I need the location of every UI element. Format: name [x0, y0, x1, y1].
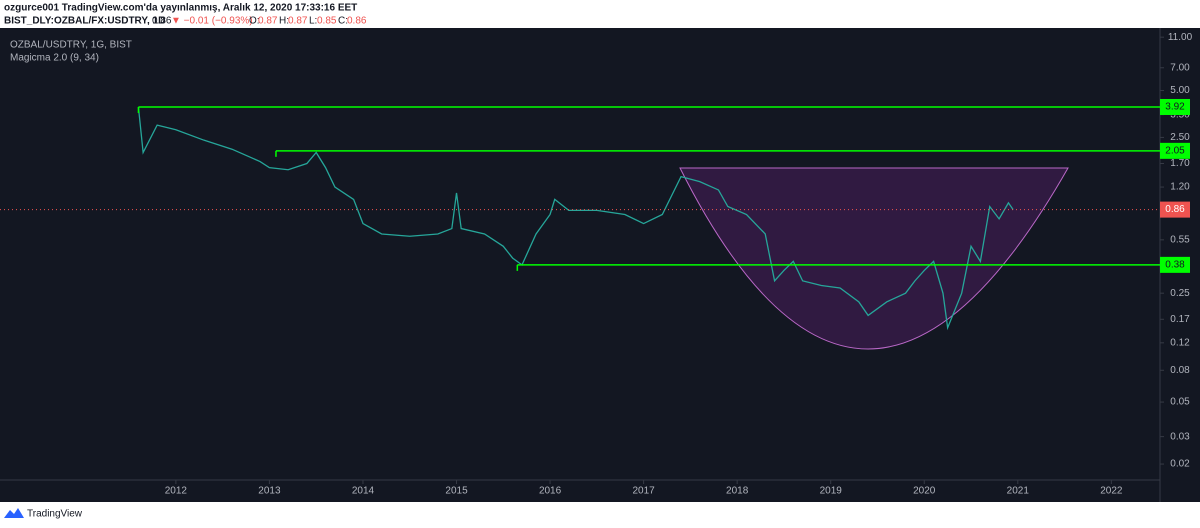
level-box: [1160, 98, 1190, 115]
high-label: H:: [279, 16, 289, 27]
level-label: 3.92: [1165, 102, 1185, 113]
cup-pattern: [679, 167, 1069, 350]
level-box: [1160, 142, 1190, 159]
x-tick-label: 2014: [352, 486, 375, 497]
x-tick-label: 2012: [165, 486, 188, 497]
y-tick-label: 0.08: [1170, 365, 1190, 376]
x-tick-label: 2019: [820, 486, 843, 497]
publisher: ozgurce001 TradingView.com'da yayınlanmı…: [4, 3, 357, 14]
low: 0.85: [317, 16, 337, 27]
level-label: 0.38: [1165, 260, 1185, 271]
close: 0.86: [347, 16, 367, 27]
y-tick-label: 0.02: [1170, 459, 1190, 470]
x-tick-label: 2016: [539, 486, 562, 497]
y-tick-label: 0.05: [1170, 397, 1190, 408]
x-tick-label: 2021: [1007, 486, 1030, 497]
ohlc-header: BIST_DLY:OZBAL/FX:USDTRY, 1D 0.86 ▼ −0.0…: [4, 16, 367, 27]
last-price-box: [1160, 201, 1190, 218]
y-tick-label: 7.00: [1170, 62, 1190, 73]
x-tick-label: 2015: [445, 486, 468, 497]
level-box: [1160, 256, 1190, 273]
x-tick-label: 2013: [258, 486, 281, 497]
indicator-label: Magicma 2.0 (9, 34): [10, 53, 99, 64]
last-price-label: 0.86: [1165, 204, 1185, 215]
level-label: 2.05: [1165, 145, 1185, 156]
y-tick-label: 0.12: [1170, 337, 1190, 348]
y-tick-label: 0.17: [1170, 314, 1190, 325]
price-line: [137, 107, 1014, 331]
symbol: BIST_DLY:OZBAL/FX:USDTRY, 1D: [4, 16, 165, 27]
brand: TradingView: [27, 509, 83, 520]
y-tick-label: 1.20: [1170, 182, 1190, 193]
x-tick-label: 2022: [1100, 486, 1123, 497]
y-tick-label: 0.03: [1170, 431, 1190, 442]
change: ▼ −0.01 (−0.93%): [171, 16, 253, 27]
x-tick-label: 2017: [632, 486, 655, 497]
y-tick-label: 1.70: [1170, 158, 1190, 169]
x-tick-label: 2018: [726, 486, 749, 497]
open: 0.87: [258, 16, 278, 27]
y-tick-label: 11.00: [1168, 32, 1193, 43]
y-tick-label: 0.55: [1170, 234, 1190, 245]
x-tick-label: 2020: [913, 486, 936, 497]
open-label: O:: [249, 16, 260, 27]
y-tick-label: 2.50: [1170, 132, 1190, 143]
price: 0.86: [152, 16, 172, 27]
y-tick-label: 5.00: [1170, 85, 1190, 96]
y-tick-label: 0.25: [1170, 288, 1190, 299]
close-label: C:: [338, 16, 348, 27]
high: 0.87: [288, 16, 308, 27]
low-label: L:: [309, 16, 317, 27]
logo: [4, 508, 24, 518]
chart-title: OZBAL/USDTRY, 1G, BIST: [10, 40, 132, 51]
